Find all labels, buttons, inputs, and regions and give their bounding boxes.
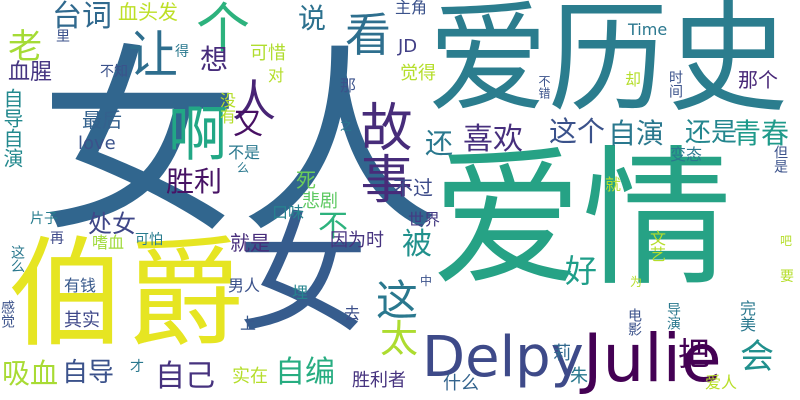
- word-cloud-word: Delpy: [422, 325, 584, 390]
- word-cloud-word: 说: [298, 2, 327, 35]
- word-cloud-word: 时间: [667, 70, 683, 98]
- word-cloud-word: 这个: [549, 115, 606, 148]
- word-cloud-word: 主角: [395, 0, 428, 17]
- word-cloud-word: 啊: [168, 100, 228, 170]
- word-cloud-word: 可怕: [135, 232, 163, 248]
- word-cloud-word: 好: [565, 252, 598, 290]
- word-cloud-word: 想: [200, 43, 229, 76]
- word-cloud-word: 吧: [780, 234, 793, 248]
- word-cloud-word: 变态: [670, 145, 703, 164]
- word-cloud-word: Julie: [583, 320, 722, 397]
- word-cloud-word: JD: [398, 36, 418, 57]
- word-cloud-word: 老: [8, 27, 42, 67]
- word-cloud-word: 其实: [64, 310, 100, 331]
- word-cloud-word: 么: [237, 161, 250, 175]
- word-cloud-word: 实在: [232, 366, 268, 387]
- word-cloud-word: 胜利: [166, 165, 223, 198]
- word-cloud-word: 之: [340, 119, 353, 133]
- word-cloud-word: 再: [50, 231, 64, 247]
- word-cloud-word: 处女: [88, 210, 136, 238]
- word-cloud-word: 男人: [228, 276, 261, 295]
- word-cloud-word: 世界: [408, 210, 441, 229]
- word-cloud-word: 自演: [608, 117, 665, 150]
- word-cloud-word: 死: [296, 168, 316, 192]
- word-cloud-word: 人: [232, 76, 276, 127]
- word-cloud-word: 嗜血: [92, 233, 125, 252]
- word-cloud-word: 觉得: [400, 63, 436, 84]
- word-cloud-word: 最后: [82, 108, 122, 132]
- word-cloud-word: 去: [344, 304, 361, 323]
- word-cloud-word: 对: [268, 66, 285, 85]
- word-cloud-word: 文艺: [647, 230, 666, 262]
- word-cloud-word: 那个: [738, 68, 778, 92]
- word-cloud-word: love: [78, 133, 116, 154]
- word-cloud-word: 什么: [443, 373, 479, 394]
- word-cloud-word: 喜欢: [463, 122, 523, 157]
- word-cloud-word: 自编: [275, 355, 335, 390]
- word-cloud-word: 莉: [553, 343, 571, 364]
- word-cloud-word: 那: [340, 76, 357, 95]
- word-cloud-word: 这么: [9, 245, 25, 273]
- word-cloud-word: 就: [605, 175, 622, 194]
- word-cloud-word: 血头发: [118, 0, 178, 24]
- word-cloud-word: 却: [625, 70, 642, 89]
- word-cloud-word: 台词: [52, 0, 112, 34]
- word-cloud-word: 个: [196, 0, 250, 60]
- word-cloud-word: 被: [402, 227, 432, 262]
- word-cloud-word: 爱历史: [428, 0, 788, 129]
- word-cloud-word: 血腥: [8, 60, 53, 85]
- word-cloud-word: 太: [380, 317, 419, 361]
- word-cloud-word: 爱情: [432, 133, 733, 307]
- word-cloud-word: 不过: [393, 176, 433, 200]
- word-cloud-word: 让: [128, 26, 178, 84]
- word-cloud-word: 得: [175, 44, 189, 60]
- word-cloud-word: 片子: [30, 211, 58, 227]
- word-cloud-word: 感觉: [0, 300, 15, 328]
- word-cloud-word: 爱人: [705, 373, 738, 392]
- word-cloud-word: 朱: [570, 366, 588, 387]
- word-cloud-word: 故事: [351, 100, 411, 204]
- word-cloud-word: 把: [678, 335, 711, 373]
- word-cloud-word: 因为时: [330, 230, 384, 251]
- word-cloud-word: 还是: [685, 118, 738, 148]
- word-cloud-word: 不知: [100, 64, 128, 80]
- word-cloud-word: 吸血: [2, 357, 59, 390]
- word-cloud-word: 有钱: [64, 276, 97, 295]
- word-cloud-word: 不: [318, 209, 348, 244]
- word-cloud-word: 会: [740, 337, 774, 377]
- word-cloud-word: 又: [233, 107, 263, 142]
- word-cloud-word: 不错: [537, 75, 551, 99]
- word-cloud-word: 自己: [155, 359, 215, 394]
- word-cloud-word: 中: [420, 274, 433, 288]
- word-cloud-word: 自导: [62, 358, 115, 388]
- word-cloud-word: Time: [628, 20, 668, 39]
- word-cloud-word: 没有: [217, 92, 236, 124]
- word-cloud-word: 这: [376, 276, 419, 325]
- word-cloud-word: 就是: [230, 231, 270, 255]
- word-cloud-word: 伯爵: [8, 225, 245, 363]
- word-cloud-word: 电影: [626, 308, 642, 336]
- word-cloud-word: 才: [130, 359, 144, 375]
- word-cloud-word: 导演: [665, 302, 681, 330]
- word-cloud-word: 要: [780, 269, 794, 285]
- word-cloud-word: 不是: [228, 143, 261, 162]
- word-cloud-word: 上: [240, 314, 257, 333]
- word-cloud-word: 看: [345, 8, 391, 62]
- word-cloud-word: 为: [630, 275, 643, 289]
- word-cloud-word: 口味: [272, 203, 305, 222]
- word-cloud-word: 青春: [733, 117, 790, 150]
- word-cloud-word: 里: [56, 29, 70, 45]
- word-cloud-word: 自导自演: [0, 88, 24, 168]
- word-cloud-word: 完美: [737, 300, 756, 332]
- word-cloud-word: 女: [238, 199, 369, 351]
- word-cloud-word: 可惜: [250, 43, 286, 64]
- word-cloud-word: 埋: [292, 283, 309, 302]
- word-cloud-word: 悲剧: [302, 191, 338, 212]
- word-cloud-word: 胜利者: [352, 370, 406, 391]
- word-cloud-word: 女人: [40, 28, 441, 261]
- word-cloud-word: 还: [425, 127, 454, 160]
- word-cloud-word: 但是: [772, 145, 788, 173]
